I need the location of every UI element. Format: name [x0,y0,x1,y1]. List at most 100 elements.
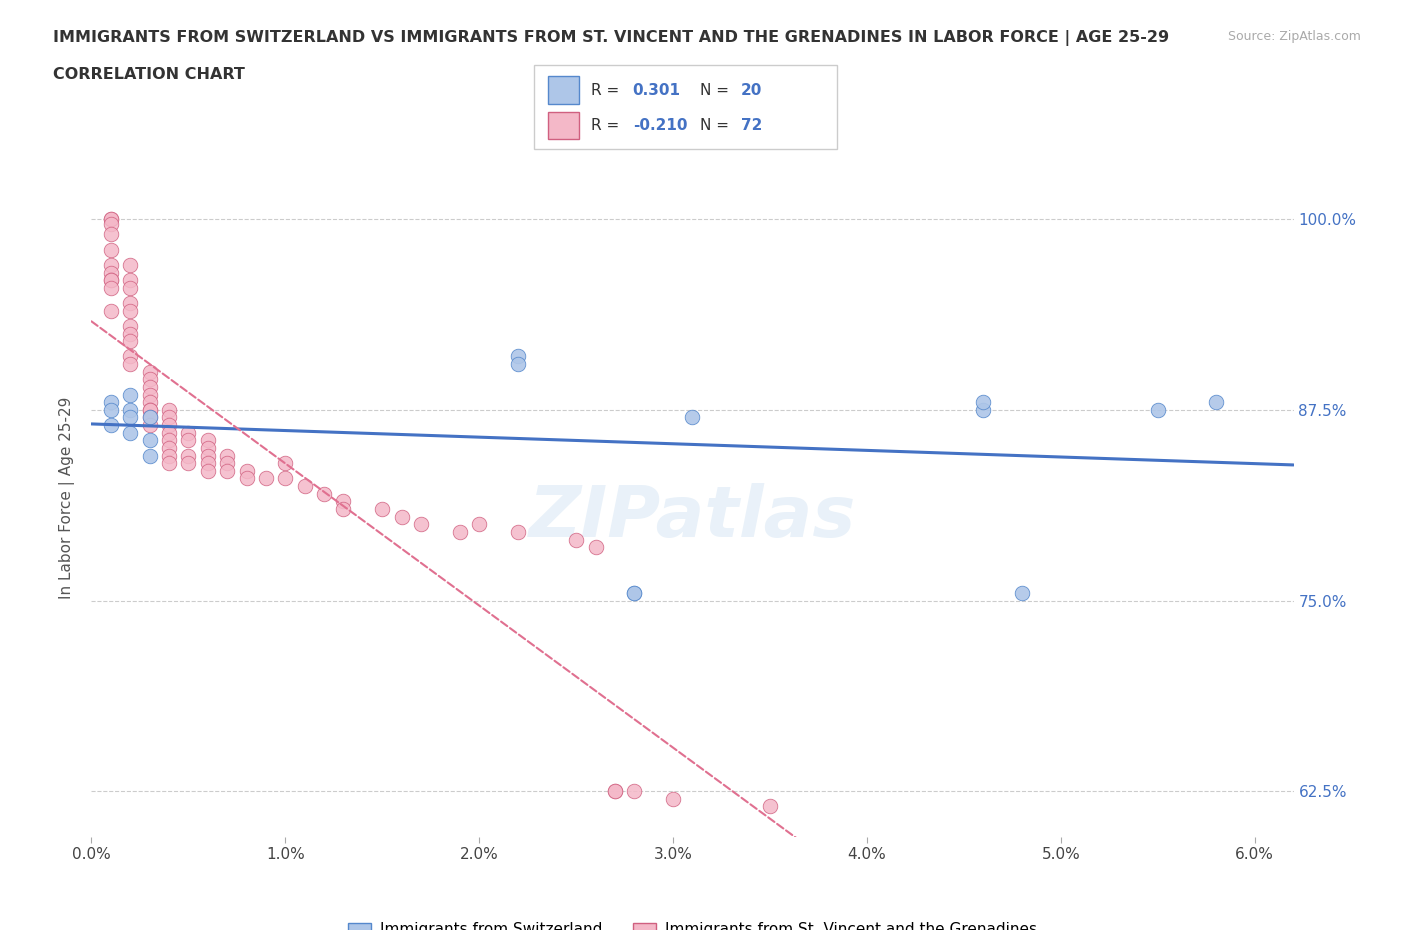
Point [138,403,160,418]
Point [972,403,994,418]
Point [177,456,200,471]
Text: R =: R = [591,83,619,98]
Point [217,456,239,471]
Point [138,418,160,432]
Y-axis label: In Labor Force | Age 25-29: In Labor Force | Age 25-29 [59,396,76,599]
Point [157,410,180,425]
Point [138,372,160,387]
Point [157,448,180,463]
Point [138,394,160,409]
Point [120,303,142,318]
Point [138,379,160,394]
Point [217,463,239,478]
Point [120,334,142,349]
Legend: Immigrants from Switzerland, Immigrants from St. Vincent and the Grenadines: Immigrants from Switzerland, Immigrants … [342,916,1043,930]
Point [157,425,180,440]
Point [565,532,588,547]
Point [468,517,491,532]
Point [506,349,529,364]
Point [138,432,160,447]
Point [409,517,432,532]
Point [157,403,180,418]
Point [100,403,122,418]
Point [100,265,122,280]
Point [100,272,122,287]
Point [1146,403,1168,418]
Point [332,501,354,516]
Point [177,432,200,447]
Point [759,799,782,814]
Text: N =: N = [700,118,730,133]
Point [585,539,607,554]
Point [449,525,471,539]
Point [157,418,180,432]
Point [100,280,122,295]
Point [371,501,394,516]
Point [197,441,219,456]
Point [274,456,297,471]
Point [100,212,122,227]
Point [157,456,180,471]
Text: N =: N = [700,83,730,98]
Point [506,356,529,371]
Text: CORRELATION CHART: CORRELATION CHART [53,67,245,82]
Point [217,448,239,463]
Point [681,410,703,425]
Point [138,365,160,379]
Point [120,356,142,371]
Point [623,784,645,799]
Point [603,784,626,799]
Point [274,471,297,485]
Point [235,463,257,478]
Point [120,425,142,440]
Point [235,471,257,485]
Point [120,326,142,341]
Point [120,387,142,402]
Point [506,525,529,539]
Point [197,463,219,478]
Point [120,272,142,287]
Point [120,280,142,295]
Text: IMMIGRANTS FROM SWITZERLAND VS IMMIGRANTS FROM ST. VINCENT AND THE GRENADINES IN: IMMIGRANTS FROM SWITZERLAND VS IMMIGRANT… [53,30,1170,46]
Point [332,494,354,509]
Point [157,441,180,456]
Point [391,510,413,525]
Point [662,791,685,806]
Point [138,448,160,463]
Point [312,486,335,501]
Point [294,479,316,494]
Point [197,456,219,471]
Text: 0.301: 0.301 [633,83,681,98]
Point [100,272,122,287]
Point [177,448,200,463]
Point [603,784,626,799]
Point [120,349,142,364]
Point [197,432,219,447]
Text: 20: 20 [741,83,762,98]
Text: -0.210: -0.210 [633,118,688,133]
Point [138,403,160,418]
Point [120,258,142,272]
Point [157,432,180,447]
Point [623,586,645,601]
Point [100,212,122,227]
Point [100,258,122,272]
Point [120,410,142,425]
Point [177,425,200,440]
Point [972,394,994,409]
Point [138,410,160,425]
Point [120,403,142,418]
Point [1205,394,1227,409]
Point [100,227,122,242]
Point [120,318,142,333]
Point [197,448,219,463]
Text: 72: 72 [741,118,762,133]
Point [100,418,122,432]
Point [138,387,160,402]
Text: Source: ZipAtlas.com: Source: ZipAtlas.com [1227,30,1361,43]
Point [254,471,277,485]
Point [1011,586,1033,601]
Point [100,303,122,318]
Point [100,217,122,232]
Point [138,410,160,425]
